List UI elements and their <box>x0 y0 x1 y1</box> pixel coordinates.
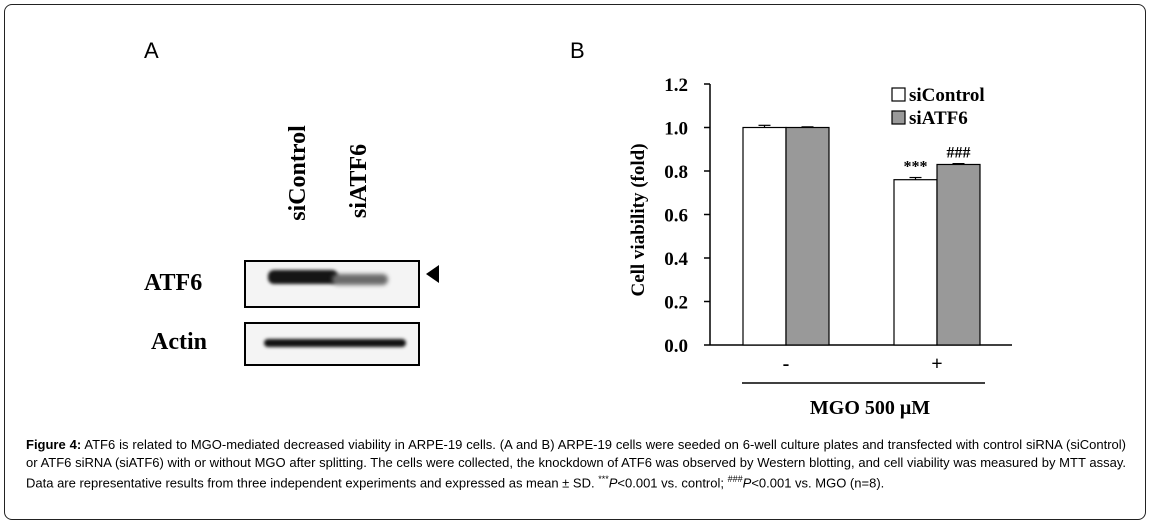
x-tick-label: + <box>931 353 942 375</box>
significance-annotation: *** <box>904 159 928 176</box>
atf6-band-sicontrol <box>268 270 338 284</box>
panel-a-label: A <box>144 38 159 63</box>
figure-frame <box>4 4 1146 520</box>
bar-sicontrol-minus <box>742 126 787 346</box>
atf6-band-siatf6 <box>332 274 388 285</box>
y-tick-label: 0.6 <box>664 206 688 227</box>
panel-b-label: B <box>570 38 585 63</box>
legend-label-siatf6: siATF6 <box>909 108 968 129</box>
caption-text-2: <0.001 vs. control; <box>617 475 728 491</box>
row-label-atf6: ATF6 <box>144 270 203 296</box>
y-tick-label: 1.0 <box>664 119 688 140</box>
figure-caption: Figure 4: ATF6 is related to MGO-mediate… <box>26 436 1126 492</box>
caption-figure-label: Figure 4: <box>26 437 82 452</box>
bar-sicontrol-plus <box>893 179 938 346</box>
actin-band <box>264 339 406 347</box>
y-tick-label: 0.4 <box>664 249 688 270</box>
lane-label-sicontrol: siControl <box>285 125 311 221</box>
arrowhead-icon <box>426 265 439 283</box>
x-axis-label: MGO 500 μM <box>810 397 930 419</box>
atf6-blot <box>244 260 420 308</box>
y-tick-label: 0.8 <box>664 162 688 183</box>
y-tick-label: 0.2 <box>664 293 688 314</box>
bar-chart: Cell viability (fold) MGO 500 μM 0.0 0.2 0… <box>628 75 1012 419</box>
y-tick-label: 1.2 <box>664 75 688 96</box>
actin-blot <box>244 322 420 366</box>
caption-text: ATF6 is related to MGO-mediated decrease… <box>26 437 1126 491</box>
y-axis-label: Cell viability (fold) <box>628 143 649 296</box>
bar-siatf6-minus <box>785 126 830 346</box>
x-tick-label: - <box>783 353 790 375</box>
caption-p-1: P <box>608 475 618 491</box>
bar-siatf6-plus <box>936 163 981 346</box>
row-label-actin: Actin <box>151 329 207 355</box>
legend-swatch-sicontrol <box>891 87 906 102</box>
caption-sup-1: *** <box>598 474 609 484</box>
caption-sup-2: ### <box>727 474 743 484</box>
y-tick-label: 0.0 <box>664 336 688 357</box>
legend-label-sicontrol: siControl <box>909 85 985 106</box>
legend-swatch-siatf6 <box>891 110 906 125</box>
caption-p-2: P <box>742 475 752 491</box>
lane-label-siatf6: siATF6 <box>346 143 372 219</box>
caption-text-3: <0.001 vs. MGO (n=8). <box>751 475 885 491</box>
significance-annotation: ### <box>947 145 971 162</box>
